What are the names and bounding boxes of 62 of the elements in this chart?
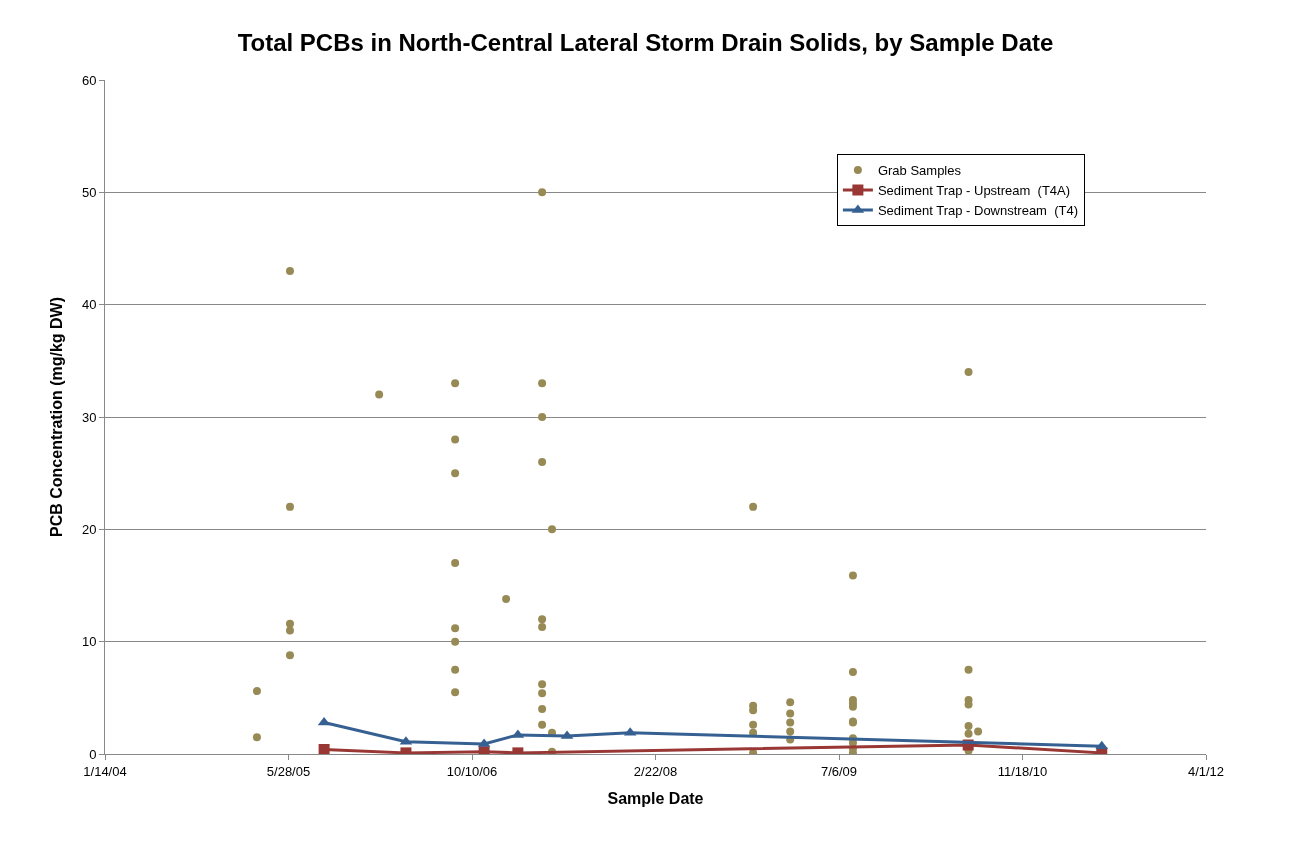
point xyxy=(548,525,557,534)
x-tick-label: 4/1/12 xyxy=(1187,763,1225,779)
point xyxy=(786,718,795,727)
point xyxy=(538,413,547,421)
point xyxy=(451,435,460,444)
point xyxy=(786,709,795,718)
x-tick-label: 11/18/10 xyxy=(997,763,1048,779)
point xyxy=(786,698,795,707)
y-tick-label: 60 xyxy=(81,72,97,88)
point xyxy=(318,744,330,754)
x-tick-label: 10/10/06 xyxy=(446,763,498,779)
point xyxy=(451,559,460,568)
y-tick-label: 20 xyxy=(81,521,97,537)
point xyxy=(749,706,758,715)
point xyxy=(285,502,294,511)
point xyxy=(451,379,460,388)
point xyxy=(451,624,460,633)
point xyxy=(285,651,294,660)
point xyxy=(285,266,294,275)
y-tick-label: 10 xyxy=(81,634,97,650)
x-axis-title: Sample Date xyxy=(607,790,704,808)
point xyxy=(285,626,294,635)
point xyxy=(451,637,460,646)
x-tick-label: 1/14/04 xyxy=(83,763,127,779)
point xyxy=(538,623,547,632)
point xyxy=(538,705,547,714)
x-tick-label: 7/6/09 xyxy=(820,763,858,779)
legend-label: Sediment Trap - Upstream (T4A) xyxy=(877,183,1071,199)
point xyxy=(538,689,547,698)
point xyxy=(964,729,973,738)
legend-label: Sediment Trap - Downstream (T4) xyxy=(877,202,1079,218)
point xyxy=(964,368,973,377)
point xyxy=(749,502,758,511)
point xyxy=(252,733,261,742)
x-tick-label: 2/22/08 xyxy=(633,763,678,779)
point xyxy=(749,720,758,729)
point xyxy=(964,721,973,730)
point xyxy=(451,469,460,478)
point xyxy=(502,594,511,603)
point xyxy=(538,615,547,624)
point xyxy=(964,665,973,674)
point xyxy=(538,457,547,466)
point xyxy=(451,665,460,674)
y-tick-label: 30 xyxy=(81,409,97,425)
point xyxy=(848,668,857,676)
y-axis-title: PCB Concentration (mg/kg DW) xyxy=(47,297,65,537)
chart-title: Total PCBs in North-Central Lateral Storm Drain Solids, by Sample Date xyxy=(237,28,1054,56)
point xyxy=(451,688,460,697)
legend-label: Grab Samples xyxy=(877,163,962,179)
y-tick-label: 0 xyxy=(89,746,97,762)
point xyxy=(538,720,547,729)
point xyxy=(786,727,795,736)
point xyxy=(538,379,547,388)
y-tick-label: 50 xyxy=(81,184,97,200)
point xyxy=(252,687,261,696)
point xyxy=(375,390,384,399)
point xyxy=(538,188,547,197)
point xyxy=(848,571,857,580)
y-tick-label: 40 xyxy=(81,297,97,313)
point xyxy=(974,727,983,736)
point xyxy=(538,680,547,689)
x-tick-label: 5/28/05 xyxy=(266,763,311,779)
